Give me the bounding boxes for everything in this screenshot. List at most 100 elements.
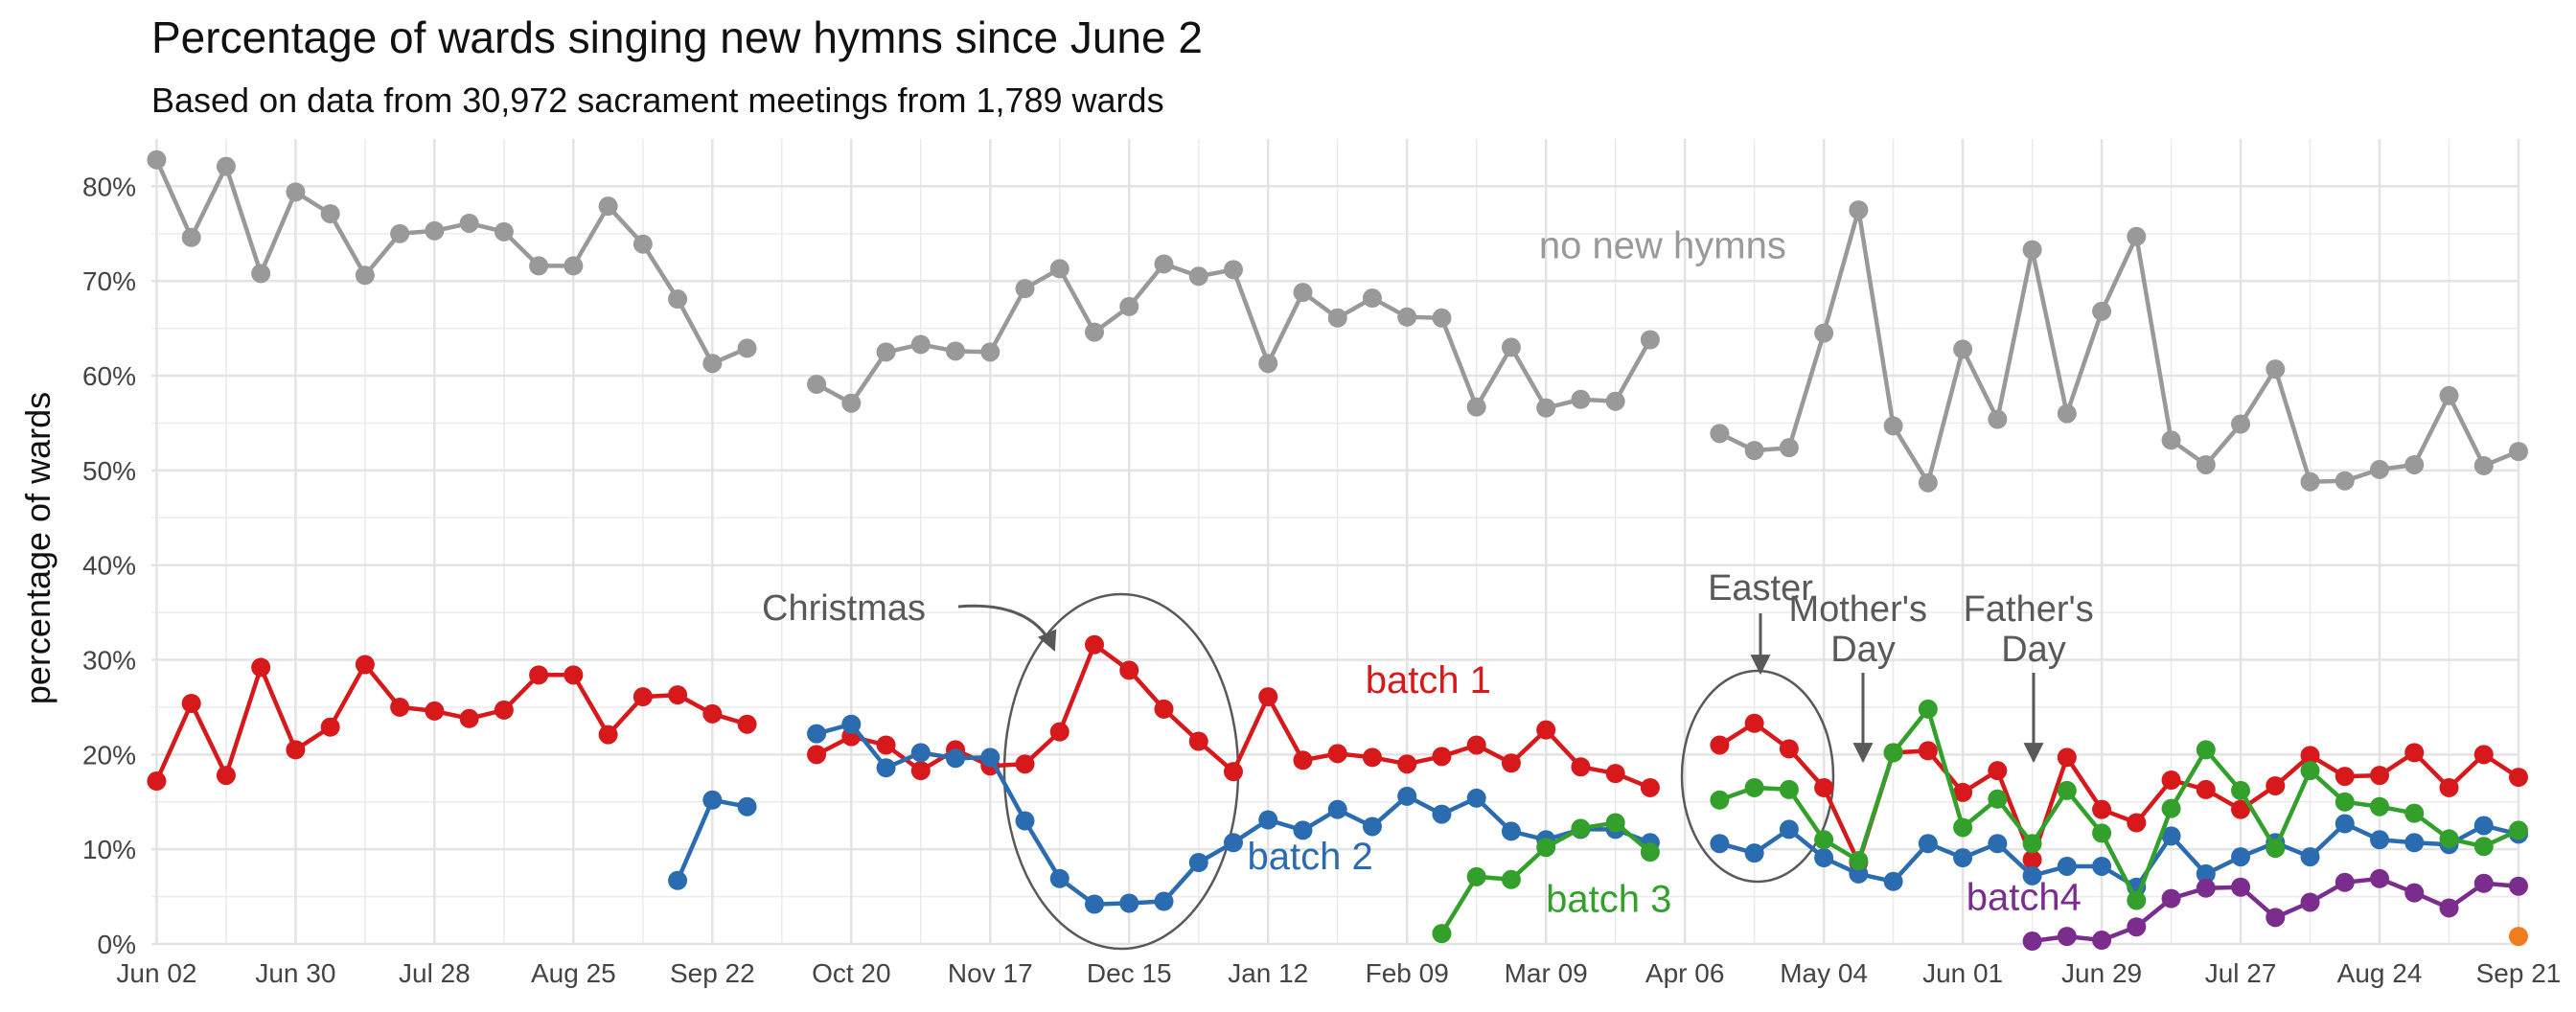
y-tick-label: 10% — [82, 835, 136, 864]
data-point — [2404, 833, 2425, 853]
data-point — [1814, 323, 1834, 343]
data-point — [147, 771, 167, 792]
series-label: batch 1 — [1366, 659, 1491, 702]
data-point — [2231, 414, 2251, 434]
annotation-christmas-label: Christmas — [762, 588, 926, 629]
data-point — [1710, 790, 1730, 810]
data-point — [2404, 803, 2425, 823]
data-point — [1119, 660, 1139, 680]
data-point — [147, 150, 167, 170]
y-tick-label: 40% — [82, 551, 136, 581]
data-point — [668, 289, 688, 310]
data-point — [2196, 454, 2216, 474]
data-point — [1710, 424, 1730, 444]
data-point — [910, 743, 931, 763]
data-point — [2404, 454, 2425, 474]
data-point — [2473, 455, 2494, 475]
data-point — [1988, 789, 2008, 809]
data-point — [2161, 826, 2181, 846]
data-point — [2022, 865, 2042, 886]
data-point — [251, 657, 271, 678]
data-point — [1293, 750, 1313, 770]
data-point — [1605, 813, 1625, 833]
series-labels: no new hymns batch 1 batch 2 batch 3 batch4 — [1247, 225, 2081, 921]
data-point — [1258, 354, 1278, 374]
data-point — [2300, 472, 2320, 492]
data-point — [2231, 847, 2251, 867]
y-tick-label: 30% — [82, 646, 136, 676]
x-tick-label: Mar 09 — [1505, 958, 1588, 988]
data-point — [1327, 308, 1347, 328]
data-point — [1953, 339, 1973, 359]
data-point — [1953, 848, 1973, 868]
data-point — [807, 724, 827, 744]
data-point — [1710, 834, 1730, 854]
data-point — [2057, 403, 2077, 424]
data-point — [1779, 779, 1799, 799]
data-point — [2334, 471, 2355, 491]
data-point — [1085, 894, 1105, 914]
data-point — [2022, 850, 2042, 870]
data-point — [2300, 761, 2320, 781]
data-point — [1501, 337, 1521, 357]
data-point — [2473, 745, 2494, 765]
data-point — [564, 256, 584, 276]
data-point — [2439, 777, 2459, 797]
data-point — [1640, 777, 1660, 797]
data-point — [1432, 308, 1452, 328]
chart-title: Percentage of wards singing new hymns si… — [151, 12, 1203, 62]
data-point — [910, 761, 931, 781]
series — [147, 150, 2528, 952]
x-tick-label: Sep 22 — [670, 958, 755, 988]
data-point — [1744, 777, 1764, 797]
data-point — [1536, 838, 1556, 858]
data-point — [1883, 416, 1903, 436]
data-point — [2300, 847, 2320, 867]
data-point — [564, 665, 584, 685]
data-point — [1466, 735, 1486, 755]
data-point — [946, 341, 966, 361]
data-point — [2266, 839, 2286, 859]
data-point — [980, 748, 1000, 768]
data-point — [1779, 819, 1799, 840]
data-point — [2370, 766, 2390, 786]
data-point — [2057, 927, 2077, 947]
data-point — [1119, 893, 1139, 913]
data-point — [1744, 843, 1764, 863]
data-point — [1814, 830, 1834, 850]
data-point — [390, 697, 410, 717]
data-point — [632, 234, 653, 254]
data-point — [2231, 780, 2251, 800]
data-point — [1849, 863, 1869, 884]
data-point — [2196, 740, 2216, 760]
data-point — [2196, 878, 2216, 898]
data-point — [286, 182, 306, 202]
data-point — [2509, 442, 2528, 462]
x-tick-label: Aug 24 — [2337, 958, 2423, 988]
data-point — [737, 714, 757, 734]
data-point — [286, 740, 306, 760]
data-point — [702, 354, 723, 374]
annotation-fathers-day-label: Father's Day — [1964, 589, 2104, 670]
data-point — [1779, 438, 1799, 458]
x-tick-label: Jul 27 — [2205, 958, 2277, 988]
data-point — [1605, 764, 1625, 784]
data-point — [2057, 856, 2077, 876]
data-point — [1466, 788, 1486, 808]
data-point — [2231, 799, 2251, 819]
data-point — [2473, 873, 2494, 893]
data-point — [1362, 816, 1382, 837]
data-point — [2161, 770, 2181, 791]
series-batch-3 — [1432, 699, 2528, 944]
data-point — [876, 342, 896, 362]
data-point — [1049, 722, 1070, 742]
data-point — [1223, 833, 1243, 853]
data-point — [1466, 397, 1486, 417]
data-point — [1883, 871, 1903, 891]
y-tick-label: 60% — [82, 361, 136, 391]
data-point — [1154, 699, 1174, 719]
data-point — [459, 213, 479, 233]
x-tick-label: Sep 21 — [2476, 958, 2562, 988]
data-point — [216, 156, 236, 176]
data-point — [2266, 359, 2286, 380]
